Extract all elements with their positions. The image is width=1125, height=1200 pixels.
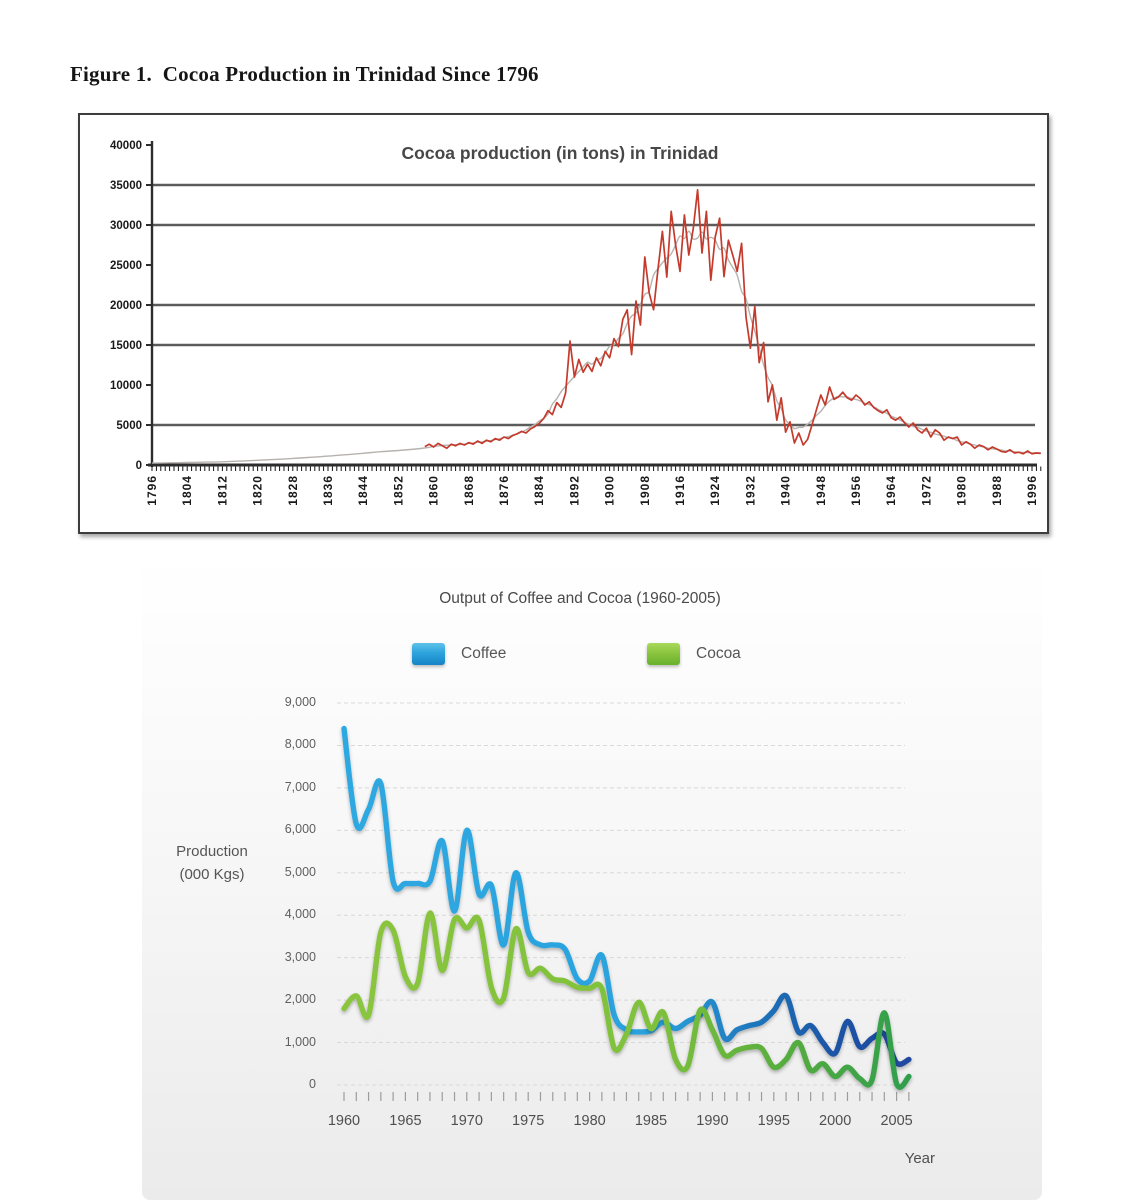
x-tick-label: 1980 <box>573 1113 606 1129</box>
y-tick-label: 30000 <box>110 220 142 232</box>
coffee-legend-swatch-icon <box>412 643 445 665</box>
cocoa-legend-swatch-icon <box>647 643 680 665</box>
x-tick-label: 1884 <box>532 475 546 506</box>
x-tick-label: 1828 <box>286 475 300 506</box>
y-tick-label: 5000 <box>116 420 142 432</box>
x-tick-label: 1836 <box>321 475 335 506</box>
y-tick-label: 1,000 <box>284 1034 316 1049</box>
y-tick-label: 25000 <box>110 260 142 272</box>
y-axis-title: Production (000 Kgs) <box>176 843 248 884</box>
x-tick-label: 1908 <box>638 475 652 506</box>
legend-item-coffee: Coffee <box>412 643 506 665</box>
y-tick-label: 40000 <box>110 140 142 152</box>
x-tick-label: 1892 <box>567 475 581 506</box>
y-tick-label: 35000 <box>110 180 142 192</box>
x-tick-label: 1990 <box>696 1113 729 1129</box>
x-tick-label: 1916 <box>673 475 687 506</box>
y-tick-label: 0 <box>136 460 142 472</box>
x-tick-label: 1988 <box>990 475 1004 506</box>
x-tick-label: 1820 <box>251 475 265 506</box>
x-tick-label: 1844 <box>356 475 370 506</box>
x-tick-label: 1812 <box>215 475 229 506</box>
x-tick-label: 1924 <box>708 475 722 506</box>
x-axis-title: Year <box>904 1150 935 1167</box>
figure-caption: Figure 1. Cocoa Production in Trinidad S… <box>70 62 539 86</box>
x-tick-label: 1900 <box>603 475 617 506</box>
x-tick-label: 2005 <box>880 1113 913 1129</box>
x-tick-label: 1996 <box>1025 475 1039 506</box>
x-tick-label: 1796 <box>145 475 159 506</box>
y-tick-label: 4,000 <box>284 907 316 922</box>
x-tick-label: 1940 <box>779 475 793 506</box>
coffee-legend-label: Coffee <box>461 645 507 662</box>
x-tick-label: 1948 <box>814 475 828 506</box>
trend-line <box>151 230 1041 464</box>
x-tick-label: 1860 <box>427 475 441 506</box>
x-tick-label: 1964 <box>884 475 898 506</box>
legend-item-cocoa: Cocoa <box>647 643 741 665</box>
y-tick-label: 5,000 <box>284 864 316 879</box>
y-tick-label: 3,000 <box>284 949 316 964</box>
cocoa-line <box>341 910 912 1090</box>
cocoa-production-line <box>424 188 1041 455</box>
top-chart-canvas: 40000 35000 30000 25000 20000 15000 10000 5000 0… <box>110 140 1042 506</box>
y-tick-label: 15000 <box>110 340 142 352</box>
y-tick-label: 7,000 <box>284 779 316 794</box>
top-chart-frame: 40000 35000 30000 25000 20000 15000 10000 5000 0… <box>78 113 1049 534</box>
bottom-chart-canvas <box>337 702 912 1101</box>
x-tick-label: 2000 <box>819 1113 852 1129</box>
x-tick-label: 1868 <box>462 475 476 506</box>
y-tick-label: 2,000 <box>284 992 316 1007</box>
cocoa-legend-label: Cocoa <box>696 645 741 662</box>
x-tick-label: 1985 <box>634 1113 668 1129</box>
x-tick-label: 1980 <box>955 475 969 506</box>
x-tick-label: 1960 <box>327 1113 361 1129</box>
y-tick-label: 20000 <box>110 300 142 312</box>
y-tick-label: 6,000 <box>284 822 316 837</box>
x-tick-label: 1975 <box>512 1113 545 1129</box>
y-tick-label: 9,000 <box>284 695 316 710</box>
bottom-chart-title: Output of Coffee and Cocoa (1960-2005) <box>439 590 721 607</box>
x-tick-label: 1932 <box>743 475 757 506</box>
y-tick-label: 0 <box>309 1077 316 1091</box>
x-tick-label: 1965 <box>389 1113 422 1129</box>
y-tick-label: 8,000 <box>284 737 316 752</box>
x-tick-label: 1876 <box>497 475 511 506</box>
top-chart-title: Cocoa production (in tons) in Trinidad <box>402 143 719 163</box>
x-tick-label: 1995 <box>757 1113 790 1129</box>
x-tick-label: 1956 <box>849 475 863 506</box>
y-tick-label: 10000 <box>110 380 142 392</box>
x-tick-label: 1852 <box>391 475 405 506</box>
bottom-chart-panel <box>142 556 1042 1200</box>
coffee-line <box>341 725 912 1067</box>
x-tick-label: 1970 <box>450 1113 483 1129</box>
x-tick-label: 1804 <box>180 475 194 506</box>
x-tick-label: 1972 <box>919 475 933 506</box>
